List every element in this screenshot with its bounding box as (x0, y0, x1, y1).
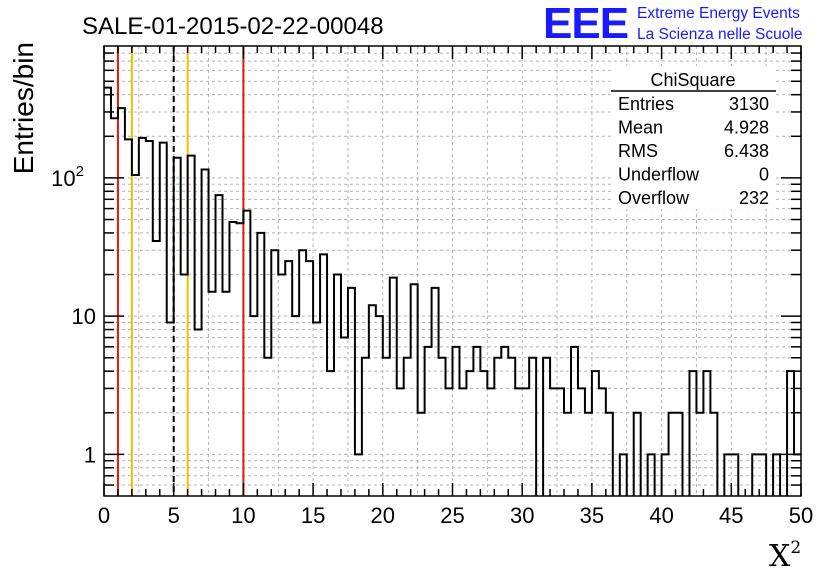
x-tick-label: 0 (98, 503, 110, 528)
x-axis-label: X2 (769, 538, 801, 572)
stats-label: Overflow (618, 188, 690, 208)
eee-logo-text: Extreme Energy Events La Scienza nelle S… (637, 3, 802, 45)
stats-rows: Entries 3130 Mean 4.928 RMS 6.438 Underflow 0 Ov… (618, 94, 769, 208)
y-axis-label: Entries/bin (8, 42, 39, 174)
stats-label: RMS (618, 141, 658, 161)
stats-label: Entries (618, 94, 674, 114)
histogram-outline (104, 86, 801, 496)
x-tick-label: 15 (301, 503, 325, 528)
x-tick-label: 30 (510, 503, 534, 528)
y-axis-title: Entries/bin (8, 42, 39, 174)
y-tick-label: 10 (72, 304, 96, 329)
y-tick-label: 102 (51, 163, 84, 191)
y-tick-label: 1 (84, 442, 96, 467)
logo-line-2: La Scienza nelle Scuole (637, 26, 803, 43)
axis-ticks (103, 46, 802, 496)
chart-title: SALE-01-2015-02-22-00048 (82, 13, 384, 40)
stats-box: ChiSquare Entries 3130 Mean 4.928 RMS 6.438 Un… (611, 66, 776, 209)
eee-logo: EEE (543, 0, 629, 48)
x-tick-label: 50 (789, 503, 813, 528)
x-tick-label: 45 (719, 503, 743, 528)
stats-value: 6.438 (724, 141, 769, 161)
x-axis-title: X2 (769, 538, 801, 572)
x-tick-label: 5 (168, 503, 180, 528)
stats-value: 4.928 (724, 118, 769, 138)
stats-value: 0 (759, 165, 769, 185)
x-tick-label: 10 (231, 503, 255, 528)
x-tick-label: 35 (580, 503, 604, 528)
stats-title: ChiSquare (650, 70, 735, 90)
x-tick-label: 25 (440, 503, 464, 528)
tick-labels: 0 5 10 15 20 25 30 35 40 45 50 1 10 102 (51, 163, 813, 528)
stats-label: Underflow (618, 165, 700, 185)
stats-value: 232 (739, 188, 769, 208)
logo-line-1: Extreme Energy Events (637, 5, 800, 22)
x-tick-label: 40 (649, 503, 673, 528)
stats-label: Mean (618, 118, 663, 138)
stats-value: 3130 (729, 94, 769, 114)
x-tick-label: 20 (371, 503, 395, 528)
reference-lines (116, 46, 245, 496)
